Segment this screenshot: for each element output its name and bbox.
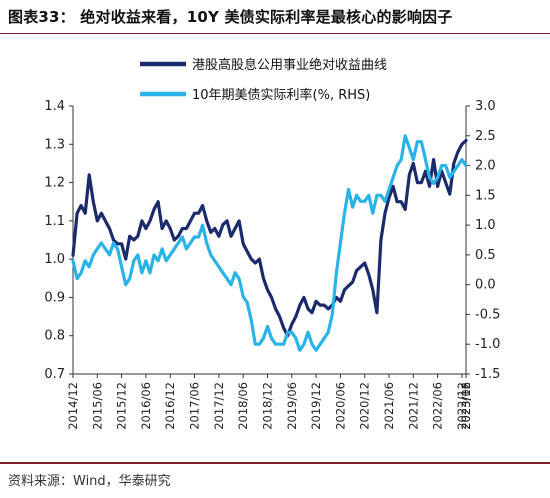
chart-svg: 港股高股息公用事业绝对收益曲线 10年期美债实际利率(%, RHS) 0.7 0.8… <box>44 57 500 430</box>
x-tick-label: 2017/12 <box>212 382 226 430</box>
right-tick-label: 3.0 <box>475 99 496 114</box>
series-line-us-real-yield <box>71 134 468 352</box>
left-tick-label: 0.8 <box>44 329 65 344</box>
legend-item-us-real-yield-label: 10年期美债实际利率(%, RHS) <box>192 87 370 103</box>
x-tick-label: 2021/12 <box>406 382 420 430</box>
x-tick-label: 2019/06 <box>285 382 299 430</box>
x-tick-label: 2015/12 <box>115 382 129 430</box>
x-tick-label: 2022/12 <box>455 382 469 430</box>
x-tick-label: 2023/06 <box>459 382 473 430</box>
x-tick-label: 2016/06 <box>139 382 153 430</box>
x-tick-label: 2016/12 <box>163 382 177 430</box>
legend-item-hk-utilities-label: 港股高股息公用事业绝对收益曲线 <box>192 57 387 73</box>
x-tick-label: 2020/06 <box>333 382 347 430</box>
x-tick-label: 2018/06 <box>236 382 250 430</box>
series-line-hk-utilities <box>71 138 468 338</box>
left-tick-label: 0.7 <box>44 367 65 382</box>
right-tick-label: 2.0 <box>475 159 496 174</box>
title-bar: 图表33： 绝对收益来看，10Y 美债实际利率是最核心的影响因子 <box>0 0 550 34</box>
right-tick-label: -1.5 <box>475 367 500 382</box>
right-tick-label: -1.0 <box>475 337 500 352</box>
x-tick-label: 2017/06 <box>188 382 202 430</box>
left-tick-label: 1.2 <box>44 176 65 191</box>
right-tick-label: 0.0 <box>475 278 496 293</box>
right-tick-label: 2.5 <box>475 129 496 144</box>
x-tick-label: 2018/12 <box>260 382 274 430</box>
series-layer <box>71 134 468 352</box>
right-tick-label: 1.5 <box>475 188 496 203</box>
x-tick-label: 2014/12 <box>66 382 80 430</box>
legend: 港股高股息公用事业绝对收益曲线 10年期美债实际利率(%, RHS) <box>140 57 387 103</box>
axes: 0.7 0.8 0.9 1.0 1.1 1.2 1.3 1.4 -1.5 -1.0 -0.5 0.0 0… <box>44 99 500 430</box>
x-tick-label: 2019/12 <box>309 382 323 430</box>
x-tick-label: 2020/12 <box>358 382 372 430</box>
left-tick-label: 1.3 <box>44 137 65 152</box>
x-tick-label: 2023/12 <box>459 382 473 430</box>
x-tick-label: 2015/06 <box>90 382 104 430</box>
source-rule <box>0 462 550 464</box>
left-tick-label: 1.1 <box>44 214 65 229</box>
figure-title: 图表33： 绝对收益来看，10Y 美债实际利率是最核心的影响因子 <box>8 8 453 26</box>
left-tick-label: 1.4 <box>44 99 65 114</box>
source-note: 资料来源：Wind，华泰研究 <box>8 474 171 489</box>
right-tick-label: -0.5 <box>475 307 500 322</box>
x-tick-label: 2021/06 <box>382 382 396 430</box>
right-tick-label: 0.5 <box>475 248 496 263</box>
x-tick-label: 2022/06 <box>431 382 445 430</box>
right-tick-label: 1.0 <box>475 218 496 233</box>
left-tick-label: 1.0 <box>44 252 65 267</box>
left-tick-label: 0.9 <box>44 290 65 305</box>
